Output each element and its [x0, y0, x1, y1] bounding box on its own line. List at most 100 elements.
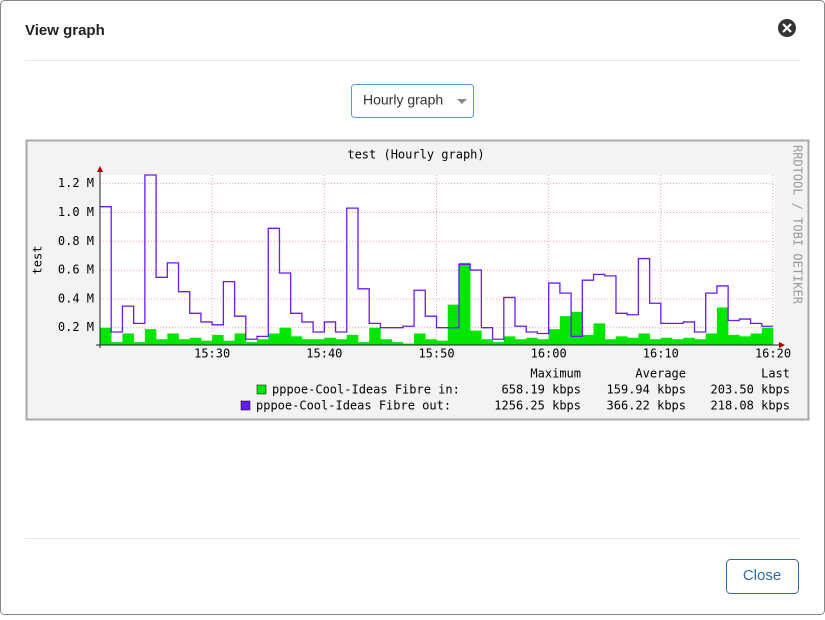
area-step: [492, 342, 505, 345]
area-step: [346, 334, 359, 345]
area-step: [189, 337, 202, 345]
area-step: [425, 339, 437, 345]
area-step: [133, 342, 146, 345]
area-step: [537, 339, 549, 345]
close-button[interactable]: [726, 559, 799, 594]
graph-title: test (Hourly graph): [347, 148, 484, 162]
area-step: [716, 307, 729, 345]
y-tick-label: 0.8 M: [58, 234, 94, 248]
x-tick-label: 16:00: [531, 347, 567, 361]
area-step: [526, 337, 538, 345]
area-step: [503, 336, 516, 345]
area-step: [335, 339, 348, 345]
area-step: [481, 339, 493, 345]
x-tick-label: 15:50: [418, 347, 454, 361]
y-tick-label: 0.2 M: [58, 320, 94, 334]
area-step: [683, 337, 695, 345]
area-step: [672, 339, 684, 345]
area-step: [593, 323, 606, 345]
area-step: [750, 333, 763, 345]
stats-value: 218.08 kbps: [711, 399, 790, 413]
x-tick-label: 16:10: [643, 347, 679, 361]
area-step: [234, 333, 247, 345]
x-tick-label: 15:40: [306, 347, 342, 361]
watermark: RRDTOOL / TOBI OETIKER: [791, 145, 805, 305]
area-step: [627, 337, 639, 345]
area-step: [694, 339, 706, 345]
area-step: [324, 337, 336, 345]
y-tick-label: 1.2 M: [58, 176, 94, 190]
y-axis-label: test: [31, 246, 45, 275]
area-step: [761, 327, 774, 345]
area-step: [144, 329, 157, 345]
area-step: [559, 316, 572, 345]
area-step: [301, 339, 314, 345]
y-arrow: [97, 166, 103, 172]
y-tick-label: 1.0 M: [58, 205, 94, 219]
area-step: [167, 333, 179, 345]
area-step: [100, 327, 112, 345]
stats-header: Average: [635, 367, 686, 381]
area-step: [402, 343, 415, 345]
area-step: [458, 262, 471, 345]
area-step: [279, 327, 291, 345]
area-step: [571, 311, 583, 345]
area-step: [111, 342, 123, 345]
stats-value: 658.19 kbps: [502, 383, 581, 397]
area-step: [604, 339, 617, 345]
ticks: 0.2 M 0.4 M 0.6 M 0.8 M 1.0 M 1.2 M 15:30 15:40…: [58, 176, 791, 360]
x-tick-label: 15:30: [194, 347, 230, 361]
line: [100, 174, 773, 340]
area-step: [178, 339, 191, 345]
legend-swatch: [256, 384, 267, 395]
area-step: [200, 340, 213, 345]
y-tick-label: 0.6 M: [58, 263, 94, 277]
close-icon[interactable]: [778, 19, 796, 37]
area-step: [414, 333, 426, 345]
x-tick-label: 16:20: [755, 347, 791, 361]
select-box[interactable]: [351, 84, 474, 118]
stats-value: 203.50 kbps: [711, 383, 790, 397]
area-step: [548, 329, 561, 345]
area-step: [739, 336, 751, 345]
area-step: [649, 339, 662, 345]
stats-value: 1256.25 kbps: [494, 399, 581, 413]
area-step: [245, 342, 258, 345]
dialog-title: View graph: [25, 22, 105, 39]
legend-label: pppoe-Cool-Ideas Fibre in:: [272, 383, 460, 397]
area-step: [391, 342, 404, 345]
area-step: [357, 342, 370, 345]
stats-value: 366.22 kbps: [607, 399, 686, 413]
area-step: [156, 339, 168, 345]
area-step: [660, 337, 673, 345]
stats-header: Last: [761, 367, 790, 381]
plot: [100, 174, 775, 345]
area-step: [257, 339, 269, 345]
area-step: [369, 327, 381, 345]
select-text: Hourly graph: [363, 92, 443, 108]
area-step: [122, 333, 134, 345]
area-step: [268, 333, 280, 345]
area-step: [290, 336, 303, 345]
close-button-text: Close: [743, 567, 781, 584]
area-step: [380, 339, 392, 345]
area-step: [515, 339, 527, 345]
x-arrow: [779, 342, 785, 348]
stats-value: 159.94 kbps: [607, 383, 686, 397]
legend-swatch: [240, 400, 251, 411]
area-step: [582, 334, 594, 345]
select-caret: [457, 99, 467, 104]
stats-header: Maximum: [530, 367, 581, 381]
area-step: [212, 334, 224, 345]
area-step: [638, 333, 650, 345]
area-step: [705, 333, 718, 345]
area-step: [436, 340, 449, 345]
area-step: [728, 334, 740, 345]
area-step: [447, 304, 460, 345]
area-step: [615, 336, 628, 345]
area-step: [313, 339, 325, 345]
area-step: [223, 340, 235, 345]
area-step: [470, 330, 482, 345]
legend-label: pppoe-Cool-Ideas Fibre out:: [256, 399, 451, 413]
